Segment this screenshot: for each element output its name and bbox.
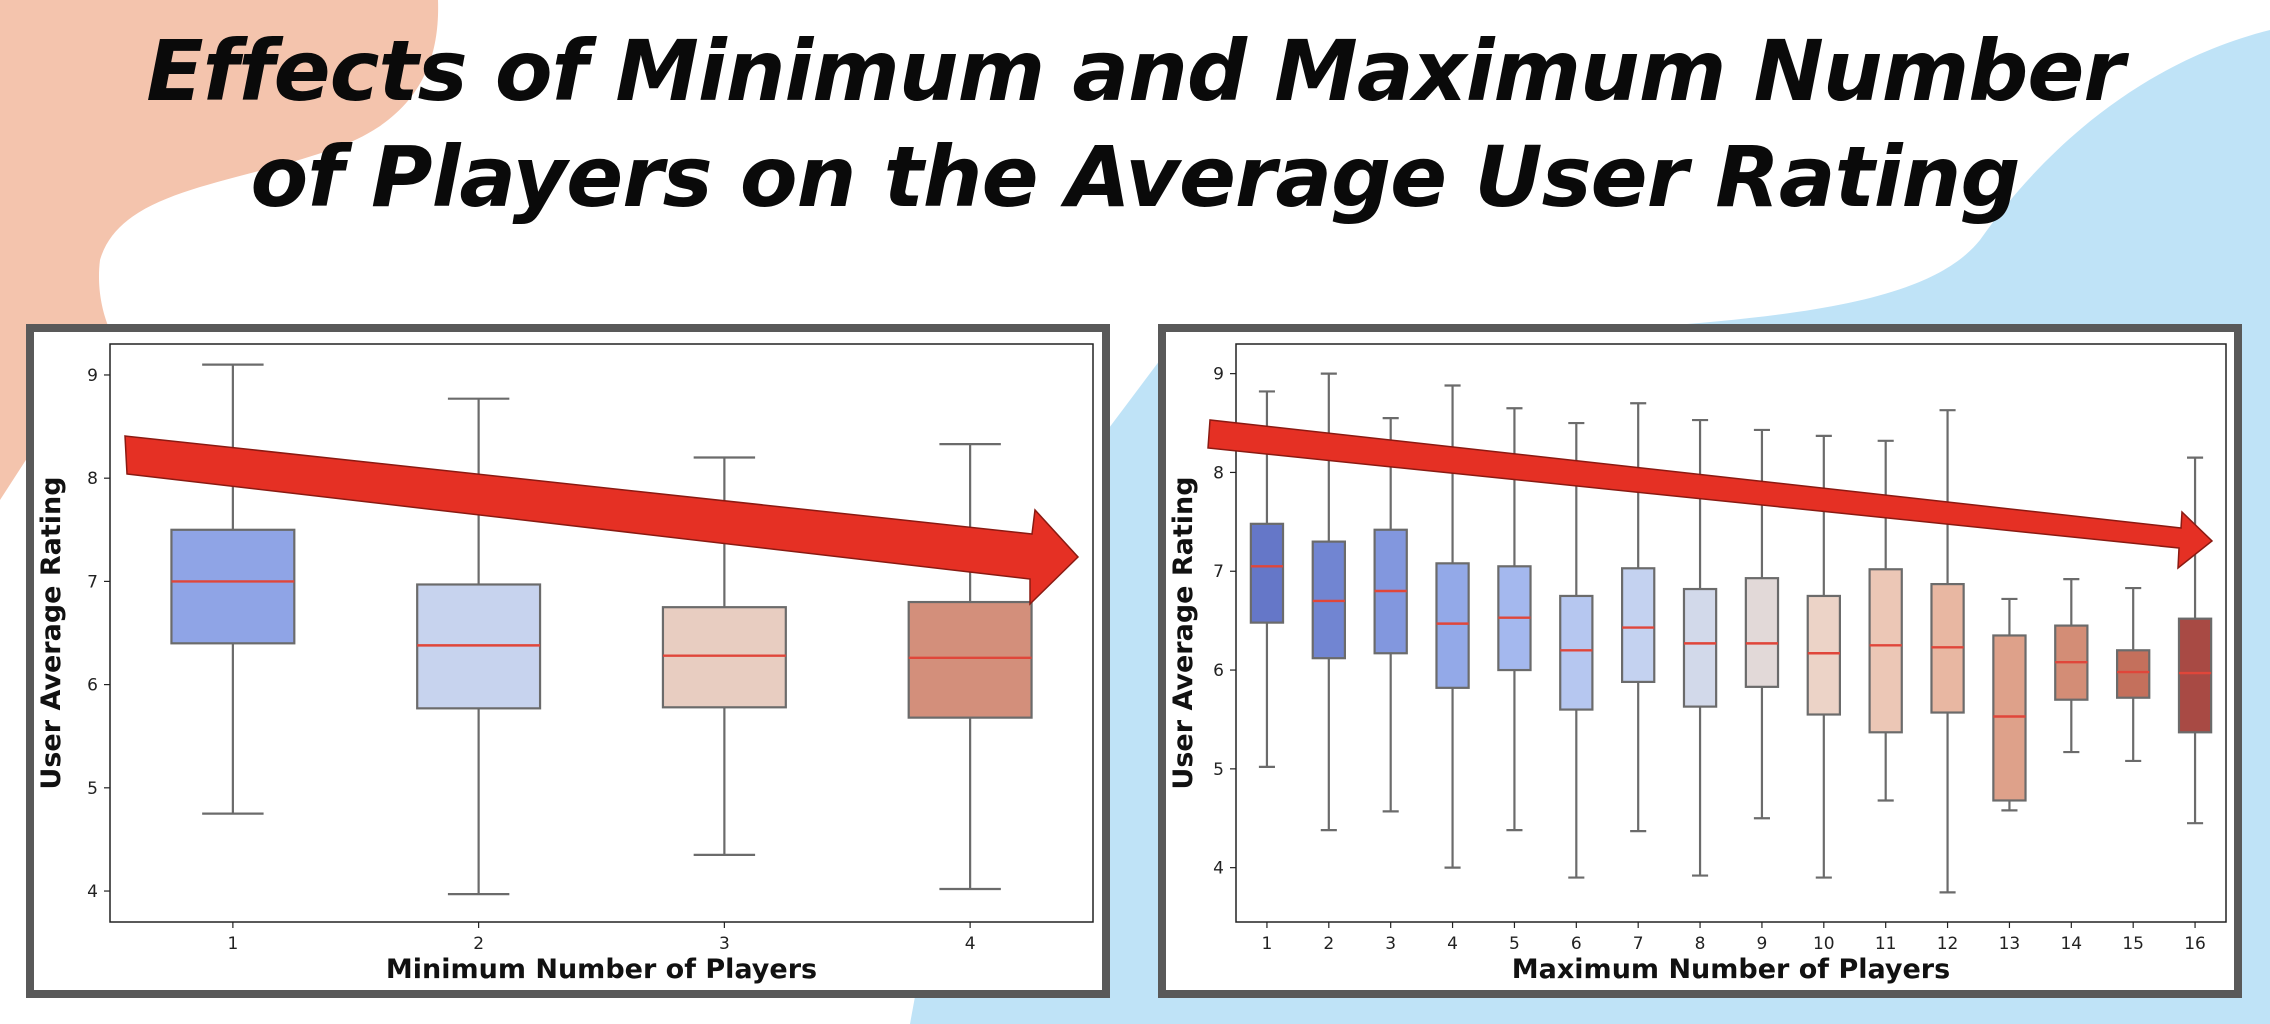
box-2 <box>416 397 542 896</box>
x-tick-label: 1 <box>1262 934 1273 954</box>
iqr-box <box>170 528 296 645</box>
trend-arrow <box>1207 419 2214 570</box>
box-8 <box>1682 418 1718 877</box>
iqr-box <box>1682 587 1718 708</box>
box-16 <box>2177 456 2213 825</box>
x-tick-label: 7 <box>1633 934 1644 954</box>
iqr-box <box>2177 617 2213 734</box>
iqr-box <box>1806 594 1841 716</box>
box-13 <box>1992 597 2027 812</box>
y-axis-title: User Average Rating <box>36 476 67 789</box>
plot-frame <box>1235 343 2227 923</box>
box-9 <box>1744 428 1780 820</box>
box-4 <box>907 443 1033 891</box>
box-14 <box>2054 578 2089 754</box>
min-players-chart-panel: 4 5 6 7 8 9 1 2 3 4 Minimum Number of Players User … <box>26 324 1110 998</box>
x-axis-title: Maximum Number of Players <box>1512 954 1950 985</box>
iqr-box <box>2115 649 2151 699</box>
min-players-boxplot: 4 5 6 7 8 9 1 2 3 4 Minimum Number of Players User … <box>36 343 1094 985</box>
box-3 <box>1373 417 1408 813</box>
x-tick-label: 15 <box>2122 934 2144 954</box>
y-tick-label: 9 <box>1213 365 1224 385</box>
box-7 <box>1621 402 1656 833</box>
x-tick-label: 4 <box>965 934 976 954</box>
x-tick-label: 4 <box>1447 934 1458 954</box>
x-tick-label: 3 <box>719 934 730 954</box>
box-1 <box>1249 390 1285 768</box>
box-12 <box>1930 409 1965 894</box>
y-tick-label: 5 <box>1213 760 1224 780</box>
box-6 <box>1559 421 1594 879</box>
x-tick-label: 3 <box>1385 934 1396 954</box>
y-tick-label: 4 <box>87 882 98 902</box>
page-title: Effects of Minimum and Maximum Number of… <box>0 18 2270 230</box>
iqr-box <box>1744 577 1780 688</box>
iqr-box <box>1435 562 1470 689</box>
max-players-chart-panel: 4 5 6 7 8 9 1 2 3 4 5 6 7 8 9 10 11 12 13 14 15 16 Maximum Num… <box>1158 324 2242 998</box>
iqr-box <box>1249 522 1285 624</box>
y-tick-label: 8 <box>87 469 98 489</box>
y-tick-label: 9 <box>87 366 98 386</box>
x-tick-label: 12 <box>1937 934 1959 954</box>
x-tick-label: 2 <box>1323 934 1334 954</box>
box-11 <box>1868 439 1903 802</box>
x-tick-label: 16 <box>2184 934 2206 954</box>
x-tick-label: 1 <box>227 934 238 954</box>
iqr-box <box>1992 634 2027 802</box>
iqr-box <box>661 606 787 709</box>
y-axis-title: User Average Rating <box>1168 476 1199 789</box>
x-tick-label: 10 <box>1813 934 1835 954</box>
x-tick-label: 9 <box>1757 934 1768 954</box>
y-tick-label: 4 <box>1213 859 1224 879</box>
x-tick-label: 6 <box>1571 934 1582 954</box>
iqr-box <box>1559 594 1594 711</box>
y-tick-label: 7 <box>87 572 98 592</box>
x-tick-label: 5 <box>1509 934 1520 954</box>
title-line-1: Effects of Minimum and Maximum Number <box>146 22 2125 120</box>
y-tick-label: 5 <box>87 779 98 799</box>
box-4 <box>1435 384 1470 869</box>
x-tick-label: 11 <box>1875 934 1897 954</box>
y-tick-label: 8 <box>1213 463 1224 483</box>
y-tick-label: 6 <box>1213 661 1224 681</box>
x-tick-label: 2 <box>473 934 484 954</box>
x-tick-label: 13 <box>1999 934 2021 954</box>
peach-blob <box>0 0 439 500</box>
plot-frame <box>109 343 1094 923</box>
iqr-box <box>1868 568 1903 734</box>
iqr-box <box>1621 567 1656 684</box>
y-tick-label: 6 <box>87 676 98 696</box>
trend-arrow <box>124 435 1080 606</box>
title-line-2: of Players on the Average User Rating <box>250 128 2021 226</box>
y-tick-label: 7 <box>1213 562 1224 582</box>
x-tick-label: 14 <box>2060 934 2082 954</box>
box-10 <box>1806 434 1841 879</box>
x-axis-title: Minimum Number of Players <box>386 954 817 985</box>
box-1 <box>170 363 296 815</box>
box-15 <box>2115 586 2151 763</box>
box-5 <box>1497 407 1532 832</box>
iqr-box <box>907 600 1033 719</box>
x-tick-label: 8 <box>1695 934 1706 954</box>
